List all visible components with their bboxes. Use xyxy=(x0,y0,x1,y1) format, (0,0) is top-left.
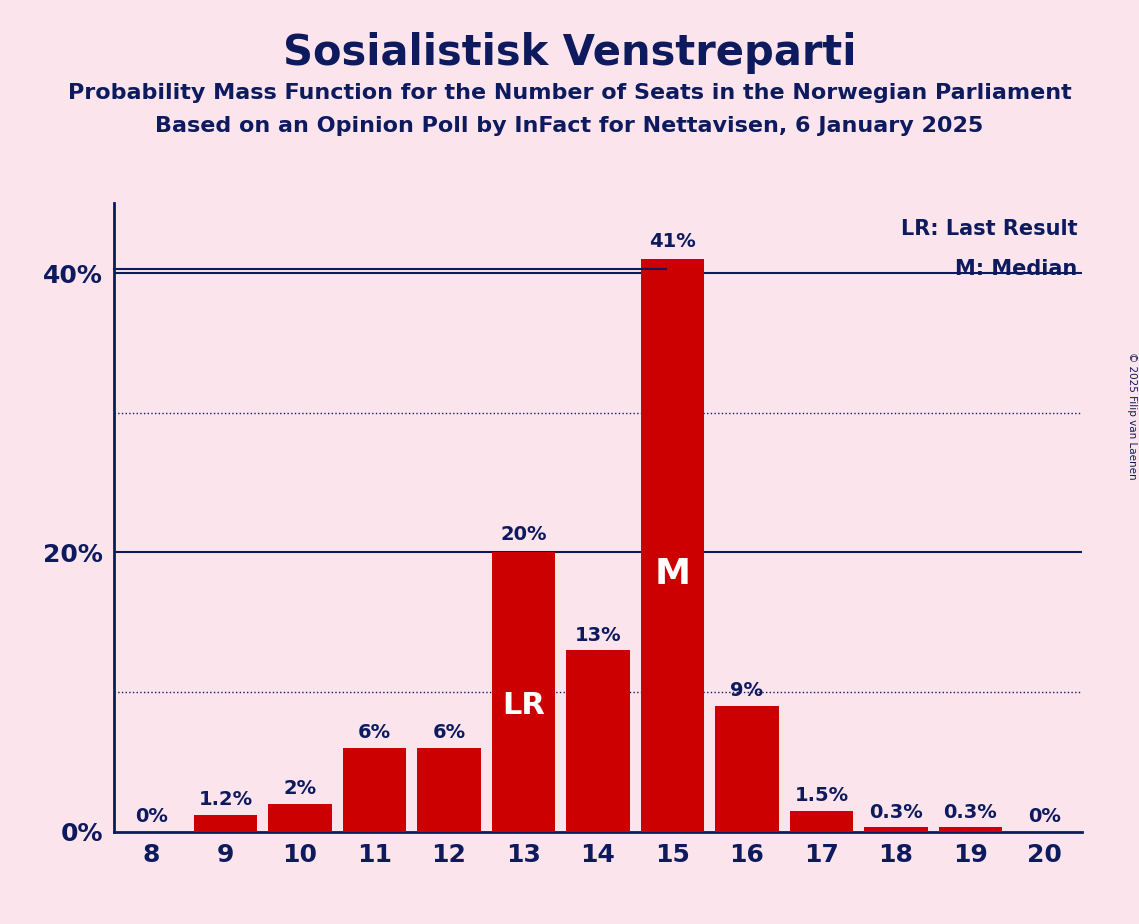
Bar xyxy=(789,810,853,832)
Text: 0.3%: 0.3% xyxy=(943,803,998,821)
Text: 1.2%: 1.2% xyxy=(198,790,253,809)
Text: © 2025 Filip van Laenen: © 2025 Filip van Laenen xyxy=(1126,352,1137,480)
Text: 6%: 6% xyxy=(358,723,391,742)
Text: 20%: 20% xyxy=(500,525,547,544)
Text: M: M xyxy=(655,557,690,591)
Text: LR: LR xyxy=(502,691,544,721)
Bar xyxy=(865,827,927,832)
Bar xyxy=(939,827,1002,832)
Text: 1.5%: 1.5% xyxy=(794,786,849,805)
Text: Probability Mass Function for the Number of Seats in the Norwegian Parliament: Probability Mass Function for the Number… xyxy=(67,83,1072,103)
Bar xyxy=(269,804,331,832)
Bar xyxy=(194,815,257,832)
Bar xyxy=(715,706,779,832)
Text: Based on an Opinion Poll by InFact for Nettavisen, 6 January 2025: Based on an Opinion Poll by InFact for N… xyxy=(155,116,984,136)
Text: 2%: 2% xyxy=(284,779,317,798)
Bar xyxy=(343,748,407,832)
Bar xyxy=(417,748,481,832)
Text: M: Median: M: Median xyxy=(954,260,1077,279)
Text: 0%: 0% xyxy=(1029,807,1062,826)
Text: 6%: 6% xyxy=(433,723,466,742)
Bar xyxy=(566,650,630,832)
Bar xyxy=(492,553,555,832)
Text: 9%: 9% xyxy=(730,681,763,700)
Text: 0.3%: 0.3% xyxy=(869,803,923,821)
Text: 0%: 0% xyxy=(134,807,167,826)
Bar xyxy=(641,259,704,832)
Text: LR: Last Result: LR: Last Result xyxy=(901,219,1077,239)
Text: 13%: 13% xyxy=(575,626,621,645)
Text: 41%: 41% xyxy=(649,232,696,250)
Text: Sosialistisk Venstreparti: Sosialistisk Venstreparti xyxy=(282,32,857,74)
